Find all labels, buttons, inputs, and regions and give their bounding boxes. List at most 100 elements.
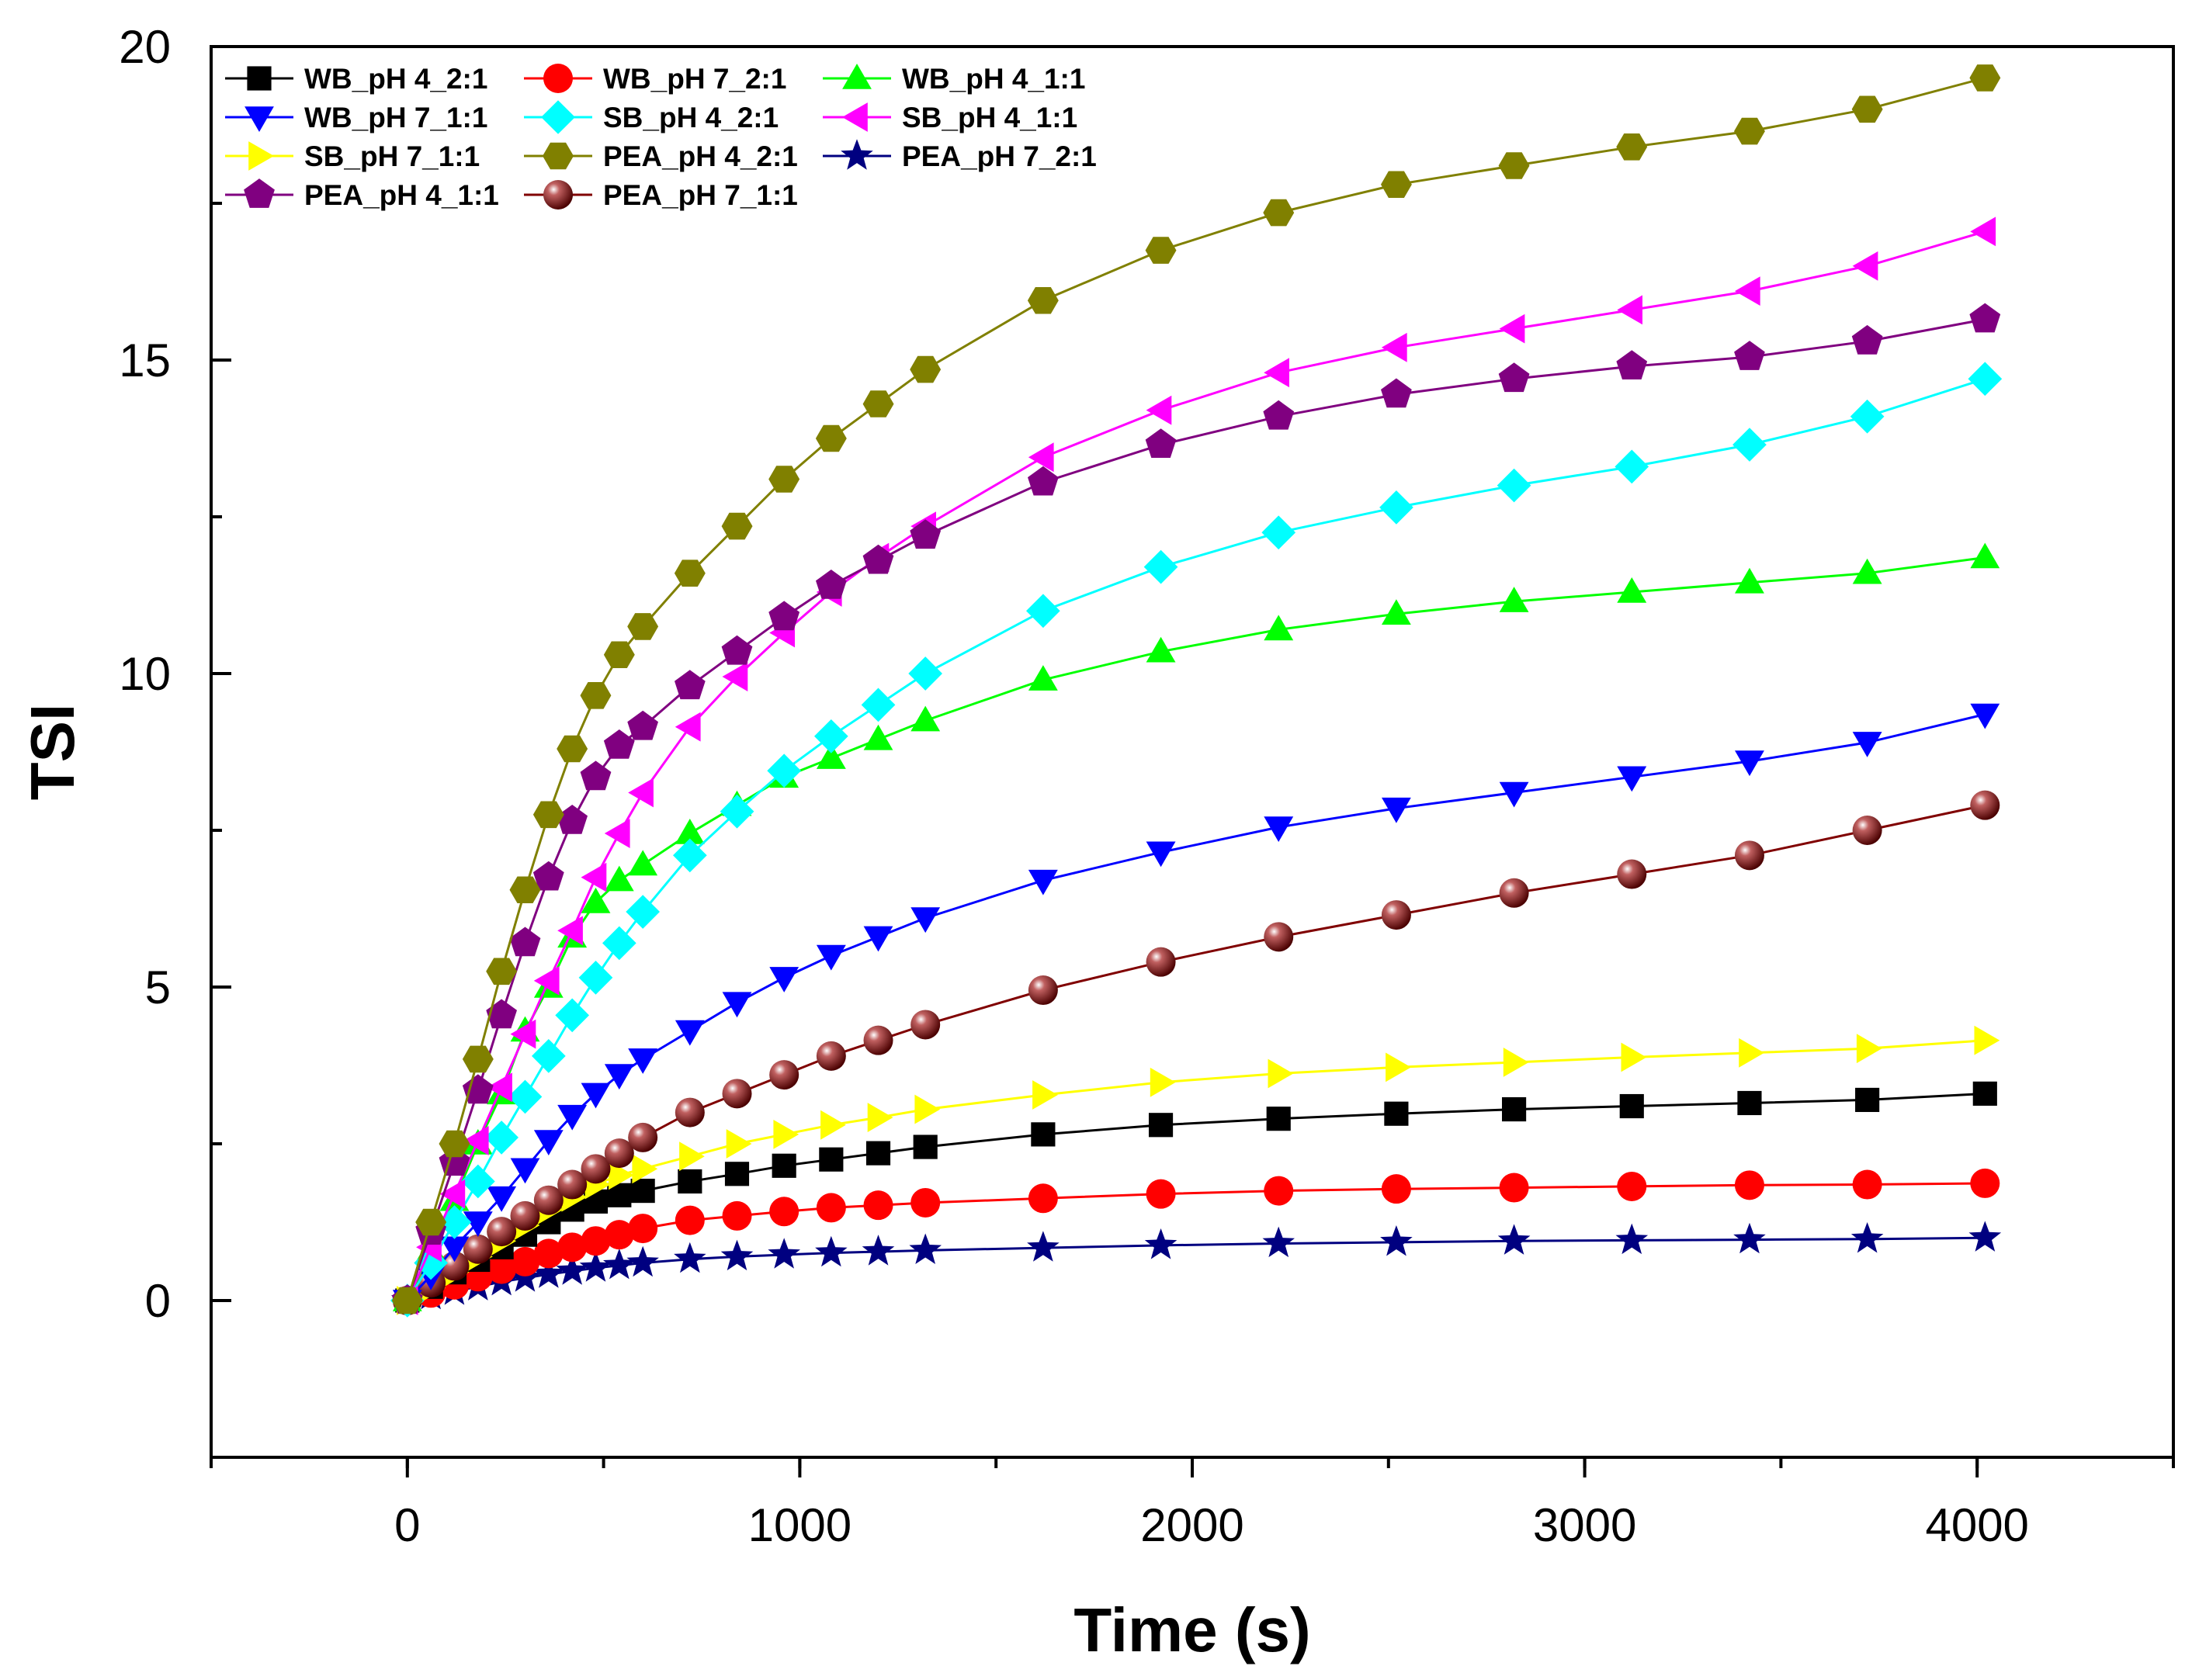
data-point — [1974, 1025, 2000, 1055]
data-point — [913, 1134, 938, 1159]
legend-marker — [842, 64, 872, 89]
data-point — [1615, 1223, 1649, 1255]
data-point — [1851, 324, 1883, 355]
data-point — [532, 1257, 565, 1288]
data-point — [819, 1147, 844, 1172]
series-line — [406, 713, 1986, 1302]
data-point — [1499, 587, 1529, 612]
data-point — [609, 1160, 634, 1190]
data-point — [487, 1254, 517, 1284]
data-point — [1732, 428, 1767, 462]
data-point — [678, 1169, 702, 1194]
data-point — [462, 1045, 494, 1073]
legend-label: PEA_pH 7_2:1 — [902, 140, 1097, 172]
data-point — [1616, 350, 1648, 379]
data-point — [604, 1064, 634, 1090]
data-point — [1969, 303, 2001, 333]
data-point — [603, 1248, 636, 1280]
data-point — [1852, 732, 1882, 757]
data-point — [532, 1039, 566, 1073]
legend-marker — [245, 106, 274, 132]
data-point — [722, 1200, 752, 1231]
series-WB_pH 4_2:1 — [395, 1081, 1997, 1313]
data-point — [1970, 703, 2000, 729]
data-point — [769, 1197, 799, 1227]
legend-label: PEA_pH 7_1:1 — [603, 179, 798, 211]
data-point — [1735, 276, 1760, 306]
series-line — [406, 76, 1986, 1301]
legend-entry: SB_pH 4_2:1 — [524, 100, 779, 134]
data-point — [1264, 358, 1289, 388]
data-point — [674, 559, 706, 587]
data-point — [1734, 341, 1765, 370]
data-point — [1970, 216, 1996, 247]
data-point — [1851, 95, 1883, 123]
data-point — [630, 1179, 655, 1204]
legend-marker — [543, 142, 574, 170]
data-point — [679, 1141, 705, 1172]
data-point — [910, 1187, 941, 1218]
x-tick-label: 2000 — [1140, 1499, 1243, 1551]
data-point — [1146, 947, 1176, 977]
data-point — [628, 1048, 658, 1074]
legend-marker — [543, 64, 573, 93]
data-point — [768, 601, 800, 631]
data-point — [1852, 251, 1878, 281]
legend-marker — [543, 180, 573, 210]
data-point — [722, 1079, 752, 1109]
data-point — [675, 1205, 705, 1235]
legend-entry: WB_pH 4_1:1 — [823, 63, 1085, 95]
data-point — [463, 1211, 493, 1237]
data-point — [908, 656, 942, 691]
data-point — [510, 1019, 536, 1049]
data-point — [1735, 750, 1764, 777]
data-point — [1026, 594, 1060, 629]
legend-label: PEA_pH 4_2:1 — [603, 140, 798, 172]
data-point — [1028, 1183, 1058, 1214]
data-point — [1621, 1042, 1647, 1072]
data-point — [1616, 133, 1648, 161]
data-point — [580, 682, 612, 709]
data-point — [1144, 1228, 1178, 1259]
data-point — [1150, 1067, 1176, 1097]
data-point — [604, 1138, 634, 1169]
data-point — [1499, 878, 1529, 908]
data-point — [1497, 1224, 1531, 1255]
data-point — [557, 805, 588, 834]
y-tick-label: 20 — [119, 21, 171, 73]
data-point — [1617, 577, 1647, 603]
data-point — [910, 1010, 941, 1040]
data-point — [816, 1041, 846, 1071]
data-point — [1146, 395, 1172, 425]
data-point — [1617, 295, 1642, 325]
data-point — [1263, 400, 1295, 430]
data-point — [1268, 1058, 1294, 1089]
data-point — [910, 705, 941, 732]
data-point — [726, 1129, 752, 1159]
data-point — [1381, 1174, 1411, 1204]
data-point — [487, 1072, 512, 1103]
data-point — [1972, 1081, 1997, 1106]
legend-marker — [541, 100, 575, 134]
data-point — [1969, 64, 2001, 92]
data-point — [772, 1153, 796, 1178]
data-point — [581, 1154, 611, 1184]
y-tick-label: 10 — [119, 648, 171, 700]
data-point — [486, 958, 518, 985]
data-point — [1028, 665, 1058, 691]
data-point — [675, 819, 705, 844]
data-point — [1032, 1080, 1058, 1110]
data-point — [1145, 428, 1177, 458]
data-point — [768, 466, 800, 493]
data-point — [1739, 1037, 1764, 1068]
data-point — [1502, 1096, 1527, 1122]
data-point — [391, 1287, 423, 1315]
data-point — [1028, 466, 1059, 496]
data-point — [486, 999, 517, 1029]
data-point — [820, 1110, 846, 1140]
data-point — [487, 1217, 517, 1247]
data-point — [1734, 117, 1765, 145]
data-point — [816, 1193, 846, 1223]
data-point — [461, 1164, 495, 1199]
